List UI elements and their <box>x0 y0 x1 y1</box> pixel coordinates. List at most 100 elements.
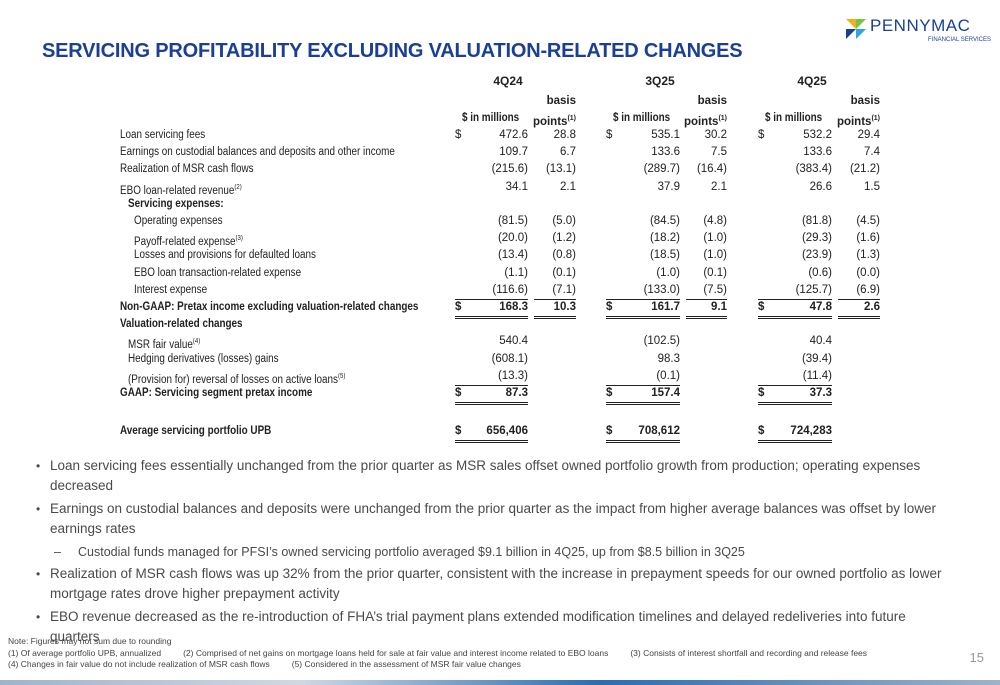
footnote-line: Note: Figures may not sum due to roundin… <box>8 636 193 646</box>
table-cell: (608.1) <box>491 352 528 365</box>
bps-header: points(1) <box>667 110 727 128</box>
currency-symbol: $ <box>606 301 613 313</box>
table-cell: (1.0) <box>703 232 727 245</box>
table-cell: 98.3 <box>657 352 680 365</box>
row-label: GAAP: Servicing segment pretax income <box>120 385 312 402</box>
table-cell: 532.2 <box>803 129 832 141</box>
table-cell: 656,406 <box>455 423 528 443</box>
logo-tagline: FINANCIAL SERVICES <box>928 37 992 43</box>
table-cell: (0.1) <box>552 266 576 279</box>
amount-header: $ in millions <box>613 112 671 124</box>
table-cell: 2.1 <box>560 180 576 193</box>
table-cell: (81.5) <box>497 215 528 227</box>
footnote: Note: Figures may not sum due to roundin… <box>8 636 172 646</box>
table-cell: 535.1 <box>651 129 680 141</box>
row-label-text: EBO loan-related revenue <box>120 184 235 197</box>
table-cell: 87.3 <box>455 385 528 405</box>
footnote-marker: (4) <box>192 338 201 346</box>
logo-name: PENNYMAC <box>870 16 971 35</box>
row-label: Valuation-related changes <box>120 316 243 333</box>
bps-header: basis <box>850 95 880 107</box>
bps-header-text: points <box>836 115 872 128</box>
footnote: (1) Of average portfolio UPB, annualized <box>8 647 162 658</box>
table-cell: (0.6) <box>808 266 832 279</box>
page-number: 15 <box>969 650 984 665</box>
currency-symbol: $ <box>758 387 765 399</box>
bps-header: basis <box>546 95 576 107</box>
footnote-marker: (3) <box>235 235 243 243</box>
table-cell: 28.8 <box>553 129 576 141</box>
period-header: 3Q25 <box>645 74 675 88</box>
table-cell: (133.0) <box>606 282 680 300</box>
currency-symbol: $ <box>758 129 765 141</box>
bps-header: points(1) <box>516 110 576 128</box>
table-cell: (0.1) <box>703 266 727 279</box>
row-label: Servicing expenses: <box>128 196 224 213</box>
table-cell: (13.4) <box>497 249 528 262</box>
sub-bullet: Custodial funds managed for PFSI’s owned… <box>36 542 946 562</box>
table-cell: (11.4) <box>758 368 832 386</box>
footnote-marker: (1) <box>871 115 880 122</box>
footnote: (4) Changes in fair value do not include… <box>8 659 270 669</box>
table-cell: (13.3) <box>455 368 528 386</box>
table-cell: (1.3) <box>856 249 880 262</box>
amount-header: $ in millions <box>765 112 823 124</box>
table-cell: 2.1 <box>711 180 727 193</box>
table-cell: (1.0) <box>703 249 727 262</box>
currency-symbol: $ <box>606 424 613 437</box>
row-label-text: GAAP: Servicing segment pretax income <box>120 387 313 399</box>
table-cell: (0.8) <box>552 249 576 262</box>
slide-title: SERVICING PROFITABILITY EXCLUDING VALUAT… <box>42 40 743 62</box>
table-cell: (102.5) <box>643 335 680 348</box>
table-cell: 6.7 <box>560 146 576 159</box>
footnote-marker: (5) <box>337 372 346 380</box>
table-cell: (7.1) <box>534 282 576 300</box>
row-label: MSR fair value(4) <box>128 333 201 351</box>
bps-header: basis <box>697 95 727 107</box>
table-cell: 540.4 <box>499 335 528 348</box>
footnote-line: (4) Changes in fair value do not include… <box>8 659 543 669</box>
currency-symbol: $ <box>758 424 765 437</box>
bullet: Earnings on custodial balances and depos… <box>36 499 946 539</box>
currency-symbol: $ <box>455 387 462 399</box>
table-cell: 26.6 <box>809 180 832 193</box>
footnote-marker: (2) <box>234 183 242 191</box>
table-cell: (23.9) <box>801 249 832 262</box>
row-label-text: Valuation-related changes <box>120 318 243 331</box>
row-label: EBO loan transaction-related expense <box>134 265 301 282</box>
row-label-text: Hedging derivatives (losses) gains <box>128 352 279 365</box>
table-cell: (16.4) <box>696 163 727 176</box>
bps-header-text: points <box>683 115 719 128</box>
table-cell: 133.6 <box>651 146 680 159</box>
table-cell: (215.6) <box>491 163 528 176</box>
table-cell: 157.4 <box>606 385 680 405</box>
row-label: Interest expense <box>134 282 207 299</box>
row-label: Payoff-related expense(3) <box>134 230 243 248</box>
currency-symbol: $ <box>455 424 462 437</box>
row-label: Average servicing portfolio UPB <box>120 423 271 440</box>
row-label: EBO loan-related revenue(2) <box>120 179 242 197</box>
row-label-text: Non-GAAP: Pretax income excluding valuat… <box>120 301 419 313</box>
table-cell: (1.6) <box>856 232 880 245</box>
table-cell: (0.1) <box>606 368 680 386</box>
table-cell: 40.4 <box>809 335 832 348</box>
footnote: (2) Comprised of net gains on mortgage l… <box>183 647 609 658</box>
table-cell: (289.7) <box>643 163 680 176</box>
currency-symbol: $ <box>455 301 462 313</box>
table-cell: (18.5) <box>649 249 680 262</box>
table-cell: (13.1) <box>545 163 576 176</box>
period-header: 4Q25 <box>797 74 827 88</box>
table-cell: (18.2) <box>649 232 680 245</box>
bps-header: points(1) <box>820 110 880 128</box>
row-label: Hedging derivatives (losses) gains <box>128 351 279 368</box>
table-cell: (1.0) <box>656 266 680 279</box>
row-label: Realization of MSR cash flows <box>120 161 254 178</box>
bps-header-text: points <box>532 115 568 128</box>
row-label-text: Earnings on custodial balances and depos… <box>120 146 395 159</box>
row-label-text: (Provision for) reversal of losses on ac… <box>128 373 338 386</box>
footnote-line: (1) Of average portfolio UPB, annualized… <box>8 648 889 658</box>
table-cell: (81.8) <box>801 215 832 227</box>
row-label: Loan servicing fees <box>120 127 205 144</box>
table-cell: 472.6 <box>499 129 528 141</box>
